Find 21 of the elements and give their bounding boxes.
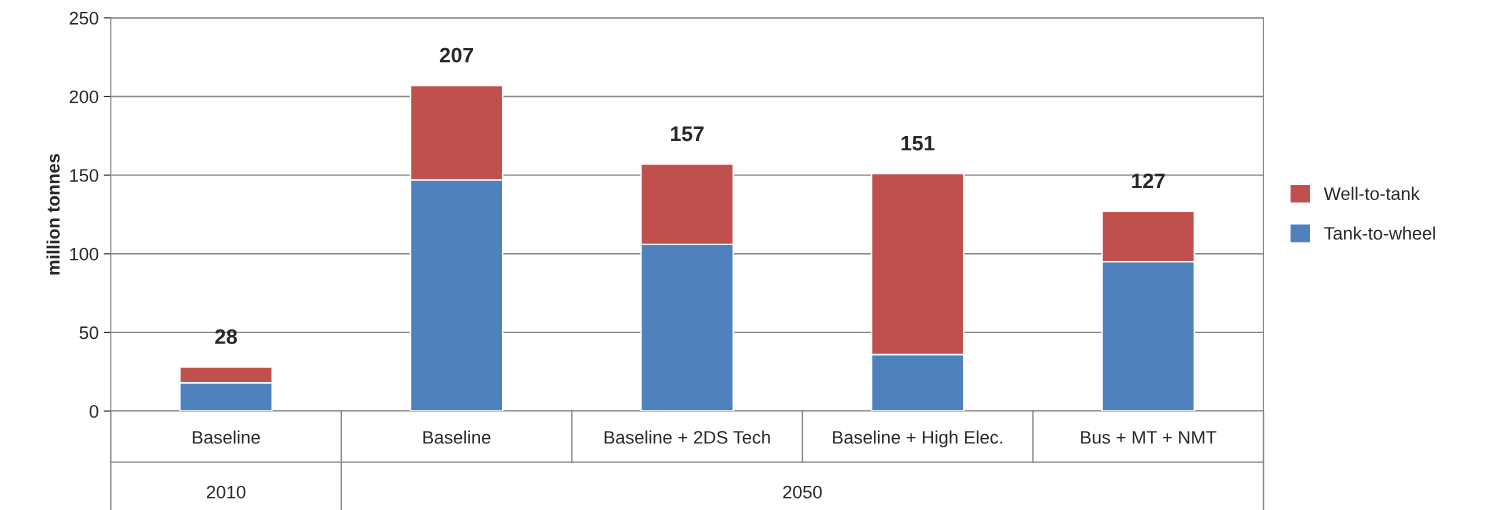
total-label: 28 <box>215 329 237 345</box>
y-tick-label: 0 <box>89 404 99 418</box>
x-tick-label: Baseline + High Elec. <box>833 430 1003 448</box>
y-axis-title: million tonnes <box>46 154 60 275</box>
text: 2010 <box>206 485 246 499</box>
y-tick-label: 100 <box>70 247 99 261</box>
total-label: 127 <box>1132 173 1165 189</box>
legend-label: Well-to-tank <box>1323 186 1420 201</box>
x-tick-label: Bus + MT + NMT <box>1081 431 1217 444</box>
x-tick-label: Baseline <box>423 430 491 444</box>
total-label: 157 <box>671 126 704 142</box>
x-tick-label: Baseline <box>192 430 260 444</box>
text: 2050 <box>783 485 822 499</box>
legend-label: Tank-to-wheel <box>1324 226 1435 240</box>
x-tick-label: Baseline + 2DS Tech <box>604 430 770 444</box>
y-tick-label: 250 <box>69 11 99 25</box>
y-tick-label: 150 <box>70 169 99 182</box>
total-label: 207 <box>439 47 474 63</box>
y-tick-label: 200 <box>69 90 99 104</box>
total-label: 151 <box>901 136 935 151</box>
y-tick-label: 50 <box>79 326 99 340</box>
